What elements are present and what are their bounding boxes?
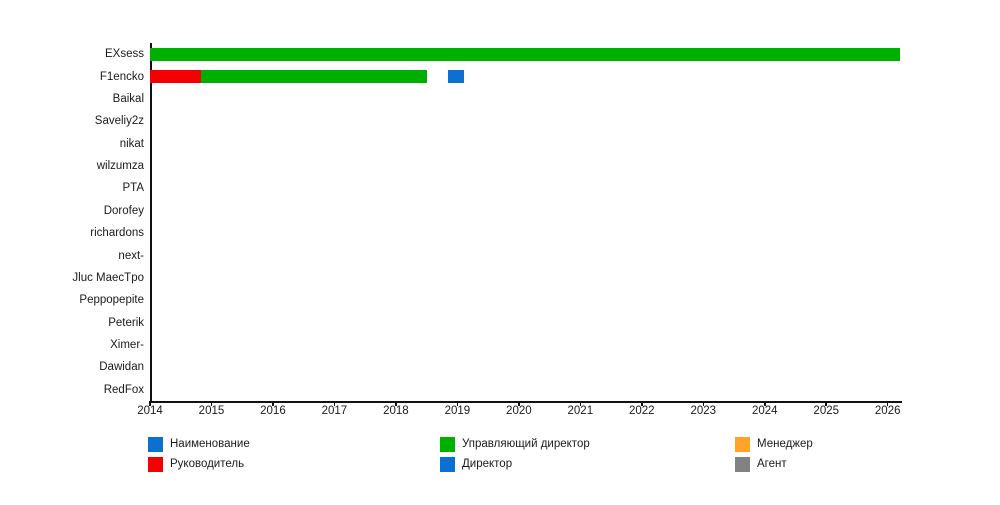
x-tick-label: 2015 [198, 405, 225, 417]
x-axis-tick [825, 401, 827, 406]
x-tick-label: 2016 [260, 405, 286, 417]
x-axis-tick [272, 401, 274, 406]
category-label: Dawidan [99, 361, 144, 374]
x-tick-label: 2018 [383, 405, 409, 417]
x-tick-label: 2022 [629, 405, 655, 417]
category-label: wilzumza [96, 160, 144, 173]
category-label: Saveliy2z [94, 115, 144, 128]
legend-label: Управляющий директор [462, 438, 590, 450]
category-label: Peppopepite [79, 294, 144, 307]
category-label: Jluc MaecTpo [72, 271, 144, 284]
category-label: nikat [119, 137, 144, 150]
x-axis-tick [886, 401, 889, 406]
x-tick-label: 2024 [751, 405, 778, 417]
category-label: RedFox [103, 383, 144, 396]
legend-label: Наименование [170, 438, 250, 450]
x-tick-label: 2014 [137, 405, 163, 417]
gantt-bar [201, 70, 427, 84]
x-tick-label: 2020 [506, 405, 532, 417]
legend-label: Директор [462, 458, 513, 470]
legend-label: Руководитель [170, 458, 245, 470]
gantt-bar [447, 70, 464, 84]
plot-area [150, 43, 902, 403]
legend-label: Менеджер [757, 438, 813, 450]
x-tick-label: 2021 [567, 405, 594, 417]
category-label: Dorofey [103, 204, 144, 217]
legend-label: Агент [757, 458, 787, 470]
x-axis-tick [641, 401, 643, 406]
category-label: Peterik [108, 316, 144, 329]
legend-color-swatch [148, 457, 163, 472]
legend-color-swatch [735, 457, 750, 472]
x-axis-tick [395, 401, 397, 406]
x-axis-tick [579, 401, 582, 406]
x-tick-label: 2019 [444, 405, 471, 417]
legend-color-swatch [440, 457, 455, 472]
gantt-bar [150, 70, 202, 84]
x-axis-tick [210, 401, 213, 406]
x-tick-label: 2026 [874, 405, 901, 417]
x-axis-tick [333, 401, 336, 406]
category-label: Baikal [112, 92, 144, 105]
category-label: richardons [90, 227, 144, 240]
gantt-bar [150, 47, 900, 61]
x-axis-tick [456, 401, 459, 406]
legend-color-swatch [735, 437, 750, 452]
legend-color-swatch [440, 437, 455, 452]
category-label: F1encko [99, 70, 144, 83]
category-label: Ximer- [110, 339, 144, 352]
category-label: next- [118, 249, 144, 262]
x-tick-label: 2017 [321, 405, 348, 417]
x-axis-tick [149, 401, 151, 406]
x-axis-tick [702, 401, 705, 406]
x-axis-tick [764, 401, 766, 406]
x-axis-tick [518, 401, 520, 406]
x-tick-label: 2025 [813, 405, 840, 417]
x-tick-label: 2023 [690, 405, 717, 417]
category-label: EXsess [105, 48, 144, 61]
legend-color-swatch [148, 437, 163, 452]
category-label: PTA [122, 182, 144, 195]
